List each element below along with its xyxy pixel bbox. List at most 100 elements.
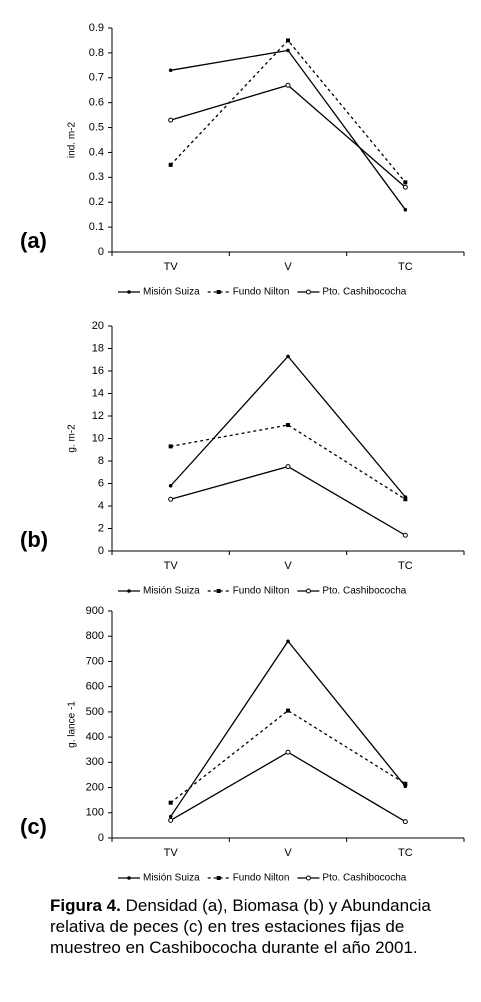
marker xyxy=(402,532,408,538)
x-tick-label: TV xyxy=(164,261,179,273)
x-tick-label: TC xyxy=(398,560,413,572)
y-tick-label: 10 xyxy=(92,432,104,444)
marker xyxy=(168,444,173,449)
series-line xyxy=(170,640,406,817)
legend-marker xyxy=(305,875,311,881)
y-tick-label: 8 xyxy=(98,455,104,467)
legend-marker xyxy=(305,289,311,295)
y-tick-label: 0 xyxy=(98,246,104,258)
x-tick-label: V xyxy=(284,261,292,273)
legend-label: Fundo Nilton xyxy=(233,287,290,298)
legend-label: Misión Suiza xyxy=(143,586,200,597)
y-tick-label: 0.2 xyxy=(89,196,104,208)
y-axis-label: g. m-2 xyxy=(67,424,78,453)
marker xyxy=(403,497,408,502)
panel-label: (b) xyxy=(20,527,48,552)
legend-label: Pto. Cashibococha xyxy=(322,287,406,298)
marker xyxy=(286,48,290,53)
y-tick-label: 200 xyxy=(86,781,104,793)
marker xyxy=(286,38,290,43)
legend-label: Fundo Nilton xyxy=(233,586,290,597)
caption: Figura 4. Densidad (a), Biomasa (b) y Ab… xyxy=(50,895,465,958)
x-tick-label: V xyxy=(284,847,292,859)
marker xyxy=(168,483,173,488)
marker xyxy=(286,639,290,644)
marker xyxy=(168,162,173,167)
y-tick-label: 300 xyxy=(86,756,104,768)
x-tick-label: TC xyxy=(398,261,413,273)
marker xyxy=(168,800,173,805)
series-line xyxy=(170,49,406,211)
x-tick-label: TC xyxy=(398,847,413,859)
marker xyxy=(285,82,291,88)
y-tick-label: 400 xyxy=(86,731,104,743)
series-line xyxy=(170,709,406,804)
panel-label: (c) xyxy=(20,814,47,839)
y-tick-label: 0.5 xyxy=(89,121,104,133)
marker xyxy=(286,423,290,427)
y-tick-label: 100 xyxy=(86,807,104,819)
y-tick-label: 900 xyxy=(86,605,104,617)
marker xyxy=(403,781,408,786)
y-tick-label: 0.4 xyxy=(89,146,104,158)
legend-label: Pto. Cashibococha xyxy=(322,873,406,884)
legend-marker xyxy=(305,588,311,594)
series-line xyxy=(170,84,406,188)
marker xyxy=(168,496,174,502)
y-tick-label: 14 xyxy=(92,387,104,399)
legend-label: Misión Suiza xyxy=(143,873,200,884)
y-tick-label: 0 xyxy=(98,832,104,844)
marker xyxy=(285,464,291,470)
legend-marker xyxy=(216,589,221,593)
marker xyxy=(168,117,174,123)
series-line xyxy=(170,751,406,823)
marker xyxy=(168,814,173,819)
legend-marker xyxy=(216,876,221,880)
y-tick-label: 20 xyxy=(92,320,104,332)
marker xyxy=(402,819,408,825)
y-tick-label: 16 xyxy=(92,365,104,377)
legend-marker xyxy=(127,290,131,294)
y-tick-label: 600 xyxy=(86,681,104,693)
x-tick-label: V xyxy=(284,560,292,572)
y-tick-label: 0.6 xyxy=(89,97,104,109)
x-tick-label: TV xyxy=(164,560,179,572)
y-tick-label: 700 xyxy=(86,655,104,667)
legend-label: Fundo Nilton xyxy=(233,873,290,884)
y-tick-label: 2 xyxy=(98,522,104,534)
y-tick-label: 0.8 xyxy=(89,47,104,59)
caption-text: Densidad (a), Biomasa (b) y Abundancia r… xyxy=(50,896,431,957)
marker xyxy=(403,180,408,185)
marker xyxy=(403,207,408,212)
caption-lead: Figura 4. xyxy=(50,896,121,915)
marker xyxy=(285,749,291,755)
marker xyxy=(168,817,174,823)
marker xyxy=(168,68,173,73)
marker xyxy=(286,354,290,359)
legend-label: Misión Suiza xyxy=(143,287,200,298)
y-tick-label: 0.9 xyxy=(89,22,104,34)
legend-marker xyxy=(127,876,131,880)
panel-label: (a) xyxy=(20,228,47,253)
y-tick-label: 0.3 xyxy=(89,171,104,183)
y-tick-label: 500 xyxy=(86,706,104,718)
y-tick-label: 0 xyxy=(98,545,104,557)
y-tick-label: 6 xyxy=(98,477,104,489)
legend-marker xyxy=(127,589,131,593)
y-axis-label: g. lance -1 xyxy=(67,701,78,748)
y-tick-label: 0.1 xyxy=(89,221,104,233)
y-tick-label: 800 xyxy=(86,630,104,642)
y-tick-label: 0.7 xyxy=(89,72,104,84)
figure: 0 0.1 0.2 0.3 0.4 0.5 0.6 0.7 0.8 0.9 TV V TC ind. m-… xyxy=(20,22,465,884)
x-tick-label: TV xyxy=(164,847,179,859)
marker xyxy=(402,184,408,190)
marker xyxy=(286,708,290,713)
legend-label: Pto. Cashibococha xyxy=(322,586,406,597)
y-tick-label: 18 xyxy=(92,342,104,354)
y-axis-label: ind. m-2 xyxy=(67,122,78,159)
y-tick-label: 4 xyxy=(98,500,104,512)
y-tick-label: 12 xyxy=(92,410,104,422)
legend-marker xyxy=(216,290,221,294)
series-line xyxy=(170,424,406,500)
